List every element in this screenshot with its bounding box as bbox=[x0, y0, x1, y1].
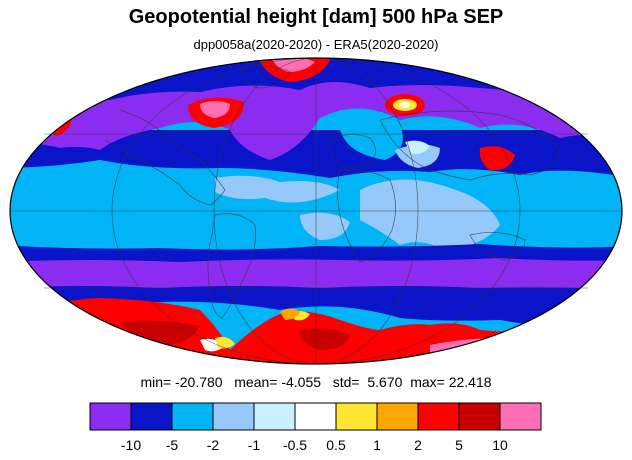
colorbar-tick-label: -0.5 bbox=[283, 437, 307, 453]
colorbar-tick-label: 1 bbox=[373, 437, 381, 453]
colorbar-box-1 bbox=[130, 402, 173, 431]
stat-mean-value: -4.055 bbox=[281, 374, 322, 390]
colorbar-tick-label: 0.5 bbox=[326, 437, 346, 453]
field-north-red-5 bbox=[479, 146, 515, 171]
colorbar-tick-label: -1 bbox=[248, 437, 261, 453]
field-south-yellow-2 bbox=[215, 336, 235, 349]
globe-outline bbox=[9, 57, 623, 365]
colorbar-box-8 bbox=[417, 402, 460, 431]
colorbar-box-9 bbox=[458, 402, 501, 431]
field-south-orange bbox=[280, 308, 300, 320]
colorbar-tick-label: 10 bbox=[492, 437, 508, 453]
stat-max-label: max= bbox=[410, 374, 445, 390]
stat-mean-label: mean= bbox=[234, 374, 278, 390]
stat-min-label: min= bbox=[140, 374, 172, 390]
colorbar-box-10 bbox=[499, 402, 542, 431]
colorbar-box-3 bbox=[212, 402, 255, 431]
colorbar-tick-label: 2 bbox=[414, 437, 422, 453]
colorbar-tick-label: 5 bbox=[455, 437, 463, 453]
mollweide-map bbox=[9, 57, 623, 365]
field-south-blue-2 bbox=[10, 300, 622, 340]
field-tropics-light-3 bbox=[300, 212, 350, 240]
field-south-darkred bbox=[120, 320, 200, 346]
colorbar-box-2 bbox=[171, 402, 214, 431]
stat-std-label: std= bbox=[332, 374, 360, 390]
map-title: Geopotential height [dam] 500 hPa SEP bbox=[128, 6, 504, 28]
colorbar-box-4 bbox=[253, 402, 296, 431]
stat-min-value: -20.780 bbox=[175, 374, 223, 390]
colorbar-box-6 bbox=[335, 402, 378, 431]
field-north-light-6 bbox=[395, 144, 440, 168]
field-north-white-3 bbox=[400, 102, 410, 108]
coastlines bbox=[104, 66, 561, 319]
stat-std-value: 5.670 bbox=[367, 374, 403, 390]
colorbar-box-7 bbox=[376, 402, 419, 431]
field-tropics-light-1 bbox=[215, 175, 340, 203]
field-tropics-white bbox=[405, 140, 430, 155]
colorbar-tick-label: -5 bbox=[166, 437, 179, 453]
colorbar-tick-label: -2 bbox=[207, 437, 220, 453]
field-north-atlantic-patch bbox=[338, 109, 403, 160]
field-north-pink-2 bbox=[200, 101, 230, 118]
map-subtitle: dpp0058a(2020-2020) - ERA5(2020-2020) bbox=[193, 37, 439, 52]
colorbar-box-5 bbox=[294, 402, 337, 431]
field-south-darkred-2 bbox=[300, 328, 350, 350]
statistics-line: min= -20.780 mean= -4.055 std= 5.670 max… bbox=[0, 374, 632, 390]
stat-max-value: 22.418 bbox=[448, 374, 492, 390]
colorbar-box-0 bbox=[89, 402, 132, 431]
colorbar-tick-label: -10 bbox=[121, 437, 141, 453]
field-south-pink-2 bbox=[430, 338, 622, 364]
